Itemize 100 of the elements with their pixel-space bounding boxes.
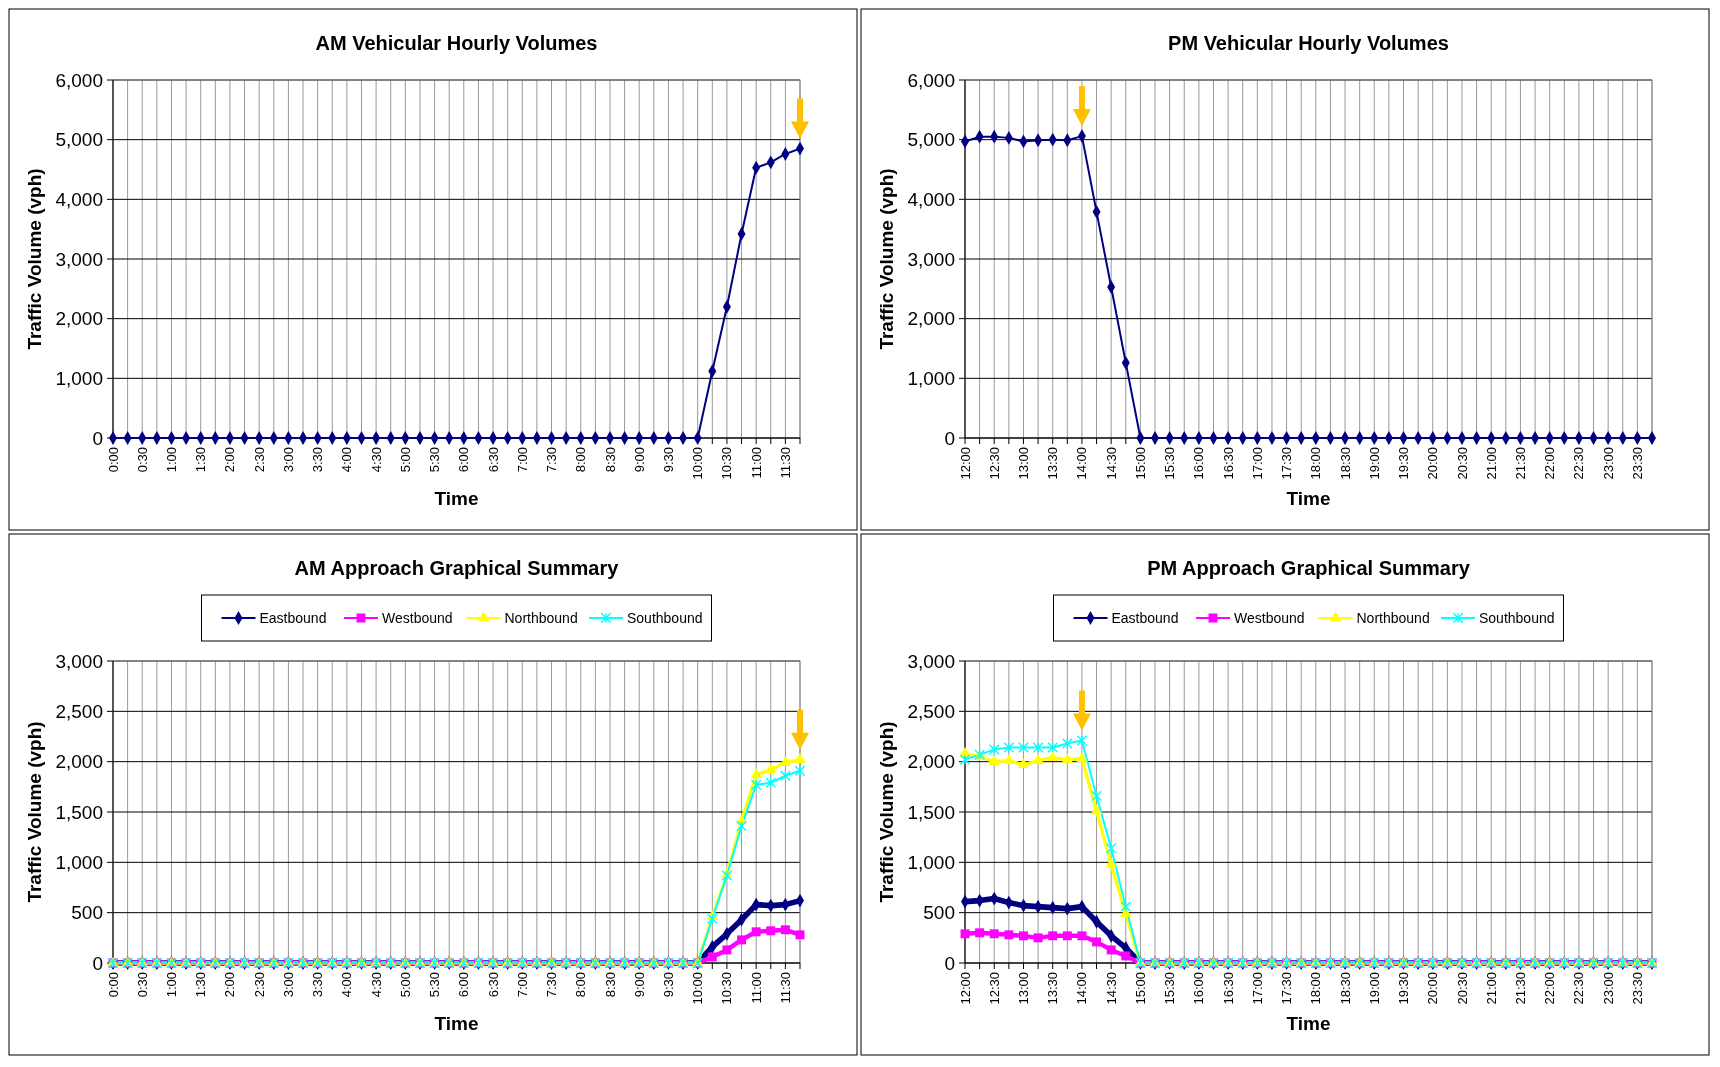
y-tick-label: 0 xyxy=(92,427,103,449)
x-tick-label: 13:00 xyxy=(1016,972,1032,1005)
y-tick-label: 500 xyxy=(71,902,103,924)
x-tick-label: 9:00 xyxy=(631,447,647,473)
x-tick-label: 2:00 xyxy=(222,447,238,473)
x-tick-label: 5:30 xyxy=(427,972,443,998)
x-tick-label: 11:00 xyxy=(748,447,764,479)
x-tick-label: 5:00 xyxy=(397,972,413,998)
chart-title: PM Vehicular Hourly Volumes xyxy=(1168,32,1449,54)
x-tick-label: 15:00 xyxy=(1132,447,1148,480)
x-tick-label: 8:30 xyxy=(602,447,618,473)
x-tick-label: 22:30 xyxy=(1571,972,1587,1005)
x-tick-label: 4:00 xyxy=(339,972,355,998)
x-tick-label: 22:00 xyxy=(1542,972,1558,1005)
legend-label: Westbound xyxy=(1234,609,1305,626)
x-axis-title: Time xyxy=(434,1013,479,1034)
x-tick-label: 14:00 xyxy=(1074,972,1090,1005)
legend-label: Eastbound xyxy=(1111,609,1179,626)
x-tick-label: 10:30 xyxy=(719,972,735,1005)
x-tick-label: 5:00 xyxy=(397,447,413,473)
x-tick-label: 15:30 xyxy=(1162,447,1178,480)
y-tick-label: 1,000 xyxy=(907,851,955,873)
x-tick-label: 17:30 xyxy=(1279,447,1295,480)
x-tick-label: 11:30 xyxy=(777,447,793,479)
x-tick-label: 23:00 xyxy=(1600,972,1616,1005)
x-tick-label: 20:30 xyxy=(1454,972,1470,1005)
x-tick-label: 23:30 xyxy=(1629,972,1645,1005)
x-tick-label: 2:30 xyxy=(251,972,267,998)
y-tick-label: 1,000 xyxy=(907,367,955,389)
x-axis-title: Time xyxy=(434,488,479,509)
x-tick-label: 20:30 xyxy=(1454,447,1470,480)
x-tick-label: 6:30 xyxy=(485,447,501,473)
x-tick-label: 4:00 xyxy=(339,447,355,473)
x-tick-label: 16:30 xyxy=(1220,447,1236,480)
x-axis-title: Time xyxy=(1286,488,1331,509)
chart-title: AM Vehicular Hourly Volumes xyxy=(315,32,598,54)
x-tick-label: 16:00 xyxy=(1191,447,1207,480)
y-tick-label: 5,000 xyxy=(907,129,955,151)
x-tick-label: 1:00 xyxy=(164,447,180,473)
x-tick-label: 22:00 xyxy=(1542,447,1558,480)
x-tick-label: 3:30 xyxy=(310,972,326,998)
y-tick-label: 500 xyxy=(923,902,955,924)
x-tick-label: 21:00 xyxy=(1483,972,1499,1005)
y-tick-label: 0 xyxy=(944,952,955,974)
x-tick-label: 15:30 xyxy=(1162,972,1178,1005)
x-axis-title: Time xyxy=(1286,1013,1331,1034)
x-tick-label: 5:30 xyxy=(427,447,443,473)
legend-label: Southbound xyxy=(627,609,703,626)
x-tick-label: 17:00 xyxy=(1249,447,1265,480)
y-tick-label: 3,000 xyxy=(907,248,955,270)
y-tick-label: 4,000 xyxy=(907,188,955,210)
x-tick-label: 6:30 xyxy=(485,972,501,998)
x-tick-label: 12:00 xyxy=(957,447,973,480)
x-tick-label: 0:00 xyxy=(105,972,121,998)
y-tick-label: 3,000 xyxy=(907,650,955,672)
x-tick-label: 21:30 xyxy=(1513,447,1528,480)
x-tick-label: 13:00 xyxy=(1016,447,1032,480)
x-tick-label: 7:00 xyxy=(514,972,530,998)
x-tick-label: 21:30 xyxy=(1513,972,1528,1005)
x-tick-label: 9:30 xyxy=(661,447,676,473)
x-tick-label: 18:00 xyxy=(1308,447,1324,480)
y-tick-label: 1,500 xyxy=(907,801,955,823)
legend-label: Northbound xyxy=(1356,609,1430,626)
x-tick-label: 1:30 xyxy=(193,447,209,473)
y-tick-label: 3,000 xyxy=(55,650,103,672)
x-tick-label: 10:30 xyxy=(719,447,735,480)
x-tick-label: 13:30 xyxy=(1045,447,1061,480)
x-tick-label: 3:00 xyxy=(280,972,296,998)
y-axis-title: Traffic Volume (vph) xyxy=(876,721,897,903)
legend-label: Eastbound xyxy=(259,609,327,626)
x-tick-label: 15:00 xyxy=(1132,972,1148,1005)
x-tick-label: 0:00 xyxy=(105,447,121,473)
y-axis-title: Traffic Volume (vph) xyxy=(24,168,45,350)
y-tick-label: 2,500 xyxy=(907,700,955,722)
y-tick-label: 2,000 xyxy=(907,751,955,773)
y-tick-label: 0 xyxy=(944,427,955,449)
y-tick-label: 5,000 xyxy=(55,129,103,151)
legend-label: Southbound xyxy=(1479,609,1555,626)
x-tick-label: 7:30 xyxy=(544,972,560,998)
y-tick-label: 1,000 xyxy=(55,367,103,389)
x-tick-label: 7:30 xyxy=(544,447,560,473)
y-tick-label: 3,000 xyxy=(55,248,103,270)
x-tick-label: 18:30 xyxy=(1337,447,1353,480)
x-tick-label: 14:30 xyxy=(1103,447,1119,480)
x-tick-label: 8:00 xyxy=(573,447,589,473)
x-tick-label: 7:00 xyxy=(514,447,530,473)
x-tick-label: 2:30 xyxy=(251,447,267,473)
y-tick-label: 4,000 xyxy=(55,188,103,210)
x-tick-label: 18:00 xyxy=(1308,972,1324,1005)
y-tick-label: 0 xyxy=(92,952,103,974)
x-tick-label: 16:30 xyxy=(1220,972,1236,1005)
x-tick-label: 1:00 xyxy=(164,972,180,998)
x-tick-label: 8:30 xyxy=(602,972,618,998)
x-tick-label: 14:00 xyxy=(1074,447,1090,480)
x-tick-label: 11:30 xyxy=(777,972,793,1004)
y-axis-title: Traffic Volume (vph) xyxy=(24,721,45,903)
chart-title: AM Approach Graphical Summary xyxy=(294,557,620,579)
x-tick-label: 0:30 xyxy=(134,447,150,473)
y-tick-label: 6,000 xyxy=(907,69,955,91)
legend-label: Westbound xyxy=(382,609,453,626)
